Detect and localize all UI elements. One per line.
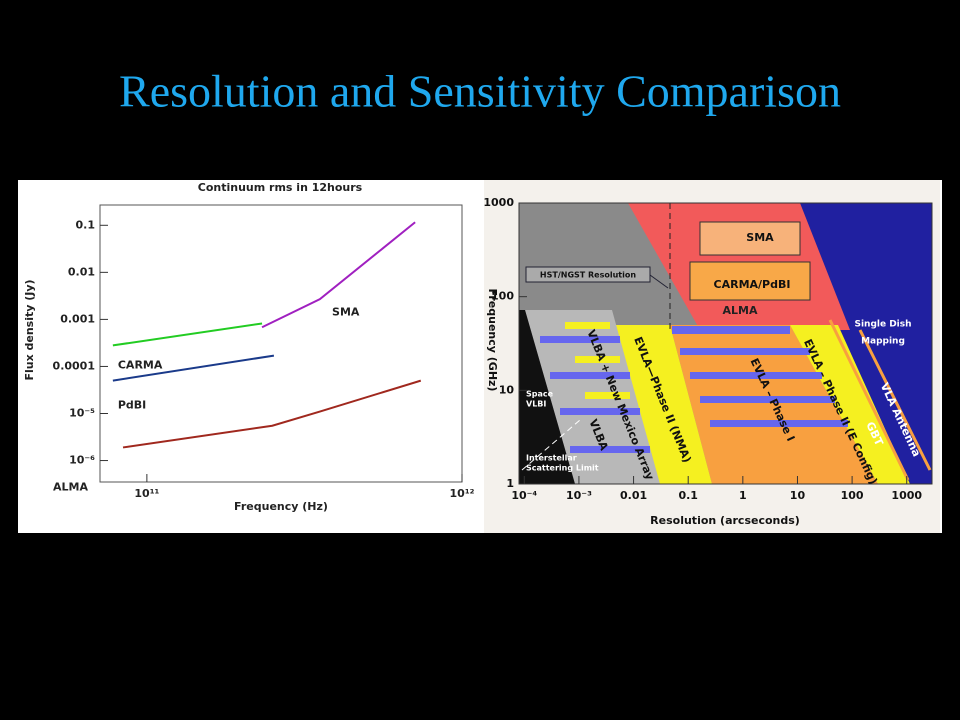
x-axis-label: Resolution (arcseconds)	[650, 514, 800, 527]
stripe	[560, 408, 640, 415]
region	[689, 261, 811, 301]
y-tick-label: 10	[499, 383, 515, 396]
series-label: SMA	[332, 305, 360, 318]
stripe	[540, 336, 620, 343]
x-tick-label: 0.01	[620, 489, 647, 502]
region-label: ALMA	[723, 304, 758, 317]
stripe	[710, 420, 848, 427]
x-tick-label: 100	[841, 489, 864, 502]
plot-frame	[99, 204, 463, 483]
region-label: Interstellar	[526, 454, 577, 463]
arrow	[649, 274, 669, 289]
series-label: ALMA	[53, 480, 88, 493]
y-tick-label: 0.0001	[53, 359, 95, 372]
slide-title: Resolution and Sensitivity Comparison	[119, 66, 841, 117]
y-tick-label: 1	[506, 477, 514, 490]
stripe	[570, 446, 650, 453]
y-axis-label: Frequency (GHz)	[486, 289, 499, 392]
series-label: CARMA	[118, 358, 163, 371]
region-label: Single Dish	[854, 320, 911, 330]
x-tick-label: 10⁻⁴	[511, 489, 537, 502]
region-label: CARMA/PdBI	[714, 278, 791, 291]
region-label: SMA	[746, 231, 774, 244]
stripe	[565, 322, 610, 329]
stripe	[585, 392, 630, 399]
data-line	[112, 354, 275, 382]
x-tick-label: 10⁻³	[566, 489, 592, 502]
x-tick-label: 0.1	[678, 489, 698, 502]
data-line	[261, 221, 416, 329]
region	[699, 221, 801, 256]
region-label: Mapping	[861, 337, 905, 347]
x-tick-label: 1	[739, 489, 747, 502]
line	[858, 329, 932, 471]
y-tick-label: 10⁻⁵	[69, 406, 95, 419]
label-box	[525, 266, 651, 283]
stripe	[690, 372, 822, 379]
y-tick-label: 0.001	[60, 312, 95, 325]
y-axis-label: Flux density (Jy)	[23, 279, 36, 380]
stripe	[672, 326, 790, 334]
region-label: Space	[526, 390, 554, 399]
stripe	[680, 348, 810, 355]
series-label: PdBI	[118, 399, 146, 412]
chart-title: Continuum rms in 12hours	[198, 181, 363, 194]
data-line	[112, 322, 263, 347]
y-tick-label: 0.01	[68, 265, 95, 278]
x-tick-label: 10¹¹	[134, 487, 159, 500]
line	[828, 319, 910, 481]
x-tick-label: 10	[790, 489, 806, 502]
region	[519, 310, 575, 484]
region	[670, 325, 878, 484]
y-tick-label: 0.1	[76, 218, 96, 231]
region	[612, 325, 712, 484]
y-tick-label: 1000	[483, 196, 514, 209]
dashed-line	[521, 419, 581, 471]
x-tick-label: 10¹²	[450, 487, 475, 500]
stripe	[550, 372, 630, 379]
plot-frame	[518, 202, 933, 485]
regions	[518, 202, 933, 485]
region	[790, 325, 910, 484]
x-tick-label: 1000	[891, 489, 922, 502]
stripe	[700, 396, 835, 403]
y-tick-label: 100	[491, 290, 514, 303]
data-line	[122, 379, 422, 449]
x-axis-label: Frequency (Hz)	[234, 500, 328, 513]
region	[700, 203, 932, 484]
stripe	[575, 356, 620, 363]
region-label: VLBI	[526, 400, 546, 409]
region-label: HST/NGST Resolution	[540, 271, 636, 280]
y-tick-label: 10⁻⁶	[69, 454, 95, 467]
region-label: Scattering Limit	[526, 464, 599, 473]
